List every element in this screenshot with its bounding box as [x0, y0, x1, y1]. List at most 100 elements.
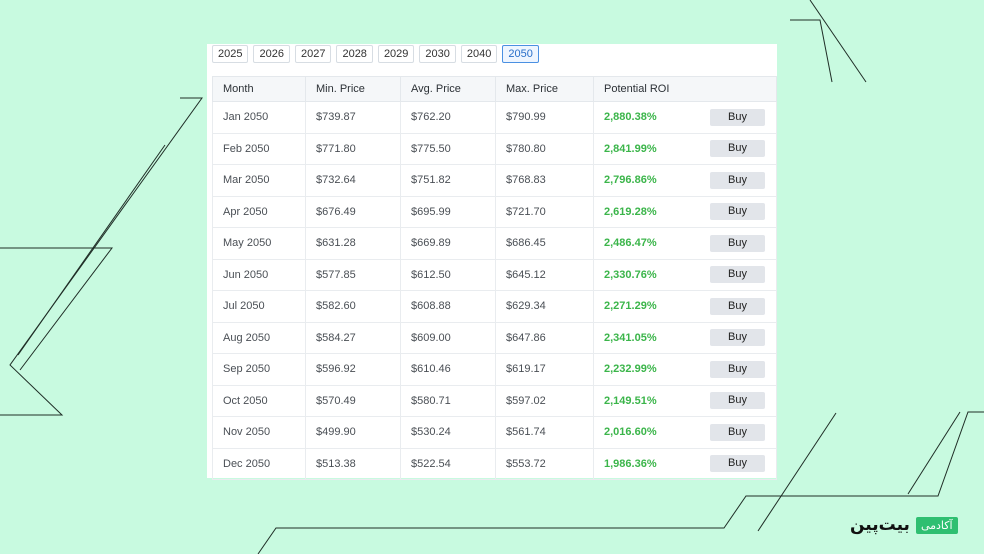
cell-min-price: $570.49 — [305, 384, 401, 417]
header-action — [690, 76, 778, 102]
cell-action: Buy — [690, 258, 778, 291]
cell-min-price: $771.80 — [305, 132, 401, 165]
cell-max-price: $790.99 — [495, 101, 594, 134]
header-max-price: Max. Price — [495, 76, 594, 102]
bitpin-academy-logo: بیت‌پین آکادمی — [850, 515, 958, 535]
buy-button[interactable]: Buy — [710, 297, 765, 315]
cell-min-price: $499.90 — [305, 416, 401, 449]
cell-potential-roi: 2,841.99% — [593, 132, 691, 165]
cell-max-price: $780.80 — [495, 132, 594, 165]
tab-year-2027[interactable]: 2027 — [294, 45, 332, 63]
cell-month: Feb 2050 — [212, 132, 306, 165]
cell-action: Buy — [690, 164, 778, 197]
cell-potential-roi: 2,341.05% — [593, 321, 691, 354]
cell-min-price: $584.27 — [305, 321, 401, 354]
buy-button[interactable]: Buy — [710, 234, 765, 252]
table-row: Mar 2050 $732.64 $751.82 $768.83 2,796.86% Bu… — [212, 164, 778, 197]
table-row: Apr 2050 $676.49 $695.99 $721.70 2,619.28% Bu… — [212, 195, 778, 228]
buy-button[interactable]: Buy — [710, 171, 765, 189]
cell-max-price: $647.86 — [495, 321, 594, 354]
logo-badge: آکادمی — [915, 516, 958, 534]
cell-action: Buy — [690, 416, 778, 449]
header-min-price: Min. Price — [305, 76, 401, 102]
table-row: Oct 2050 $570.49 $580.71 $597.02 2,149.51% Bu… — [212, 384, 778, 417]
tab-year-2028[interactable]: 2028 — [336, 45, 373, 63]
cell-action: Buy — [690, 447, 778, 480]
cell-potential-roi: 2,330.76% — [593, 258, 691, 291]
table-row: Aug 2050 $584.27 $609.00 $647.86 2,341.05% Bu… — [212, 321, 778, 354]
cell-month: Sep 2050 — [212, 353, 306, 386]
cell-avg-price: $775.50 — [400, 132, 496, 165]
table-row: May 2050 $631.28 $669.89 $686.45 2,486.47% Bu… — [212, 227, 778, 260]
cell-min-price: $631.28 — [305, 227, 401, 260]
cell-max-price: $768.83 — [495, 164, 594, 197]
cell-max-price: $561.74 — [495, 416, 594, 449]
cell-avg-price: $762.20 — [400, 101, 496, 134]
cell-max-price: $721.70 — [495, 195, 594, 228]
cell-month: Nov 2050 — [212, 416, 306, 449]
header-avg-price: Avg. Price — [400, 76, 496, 102]
cell-avg-price: $522.54 — [400, 447, 496, 480]
buy-button[interactable]: Buy — [710, 266, 765, 284]
cell-min-price: $513.38 — [305, 447, 401, 480]
cell-min-price: $582.60 — [305, 290, 401, 323]
cell-avg-price: $609.00 — [400, 321, 496, 354]
tab-year-2050[interactable]: 2050 — [502, 45, 539, 63]
price-prediction-table: Month Min. Price Avg. Price Max. Price P… — [212, 76, 778, 480]
table-row: Jul 2050 $582.60 $608.88 $629.34 2,271.29% Bu… — [212, 290, 778, 323]
table-row: Dec 2050 $513.38 $522.54 $553.72 1,986.36% Bu… — [212, 447, 778, 480]
cell-max-price: $629.34 — [495, 290, 594, 323]
cell-month: Jul 2050 — [212, 290, 306, 323]
cell-month: Mar 2050 — [212, 164, 306, 197]
cell-avg-price: $751.82 — [400, 164, 496, 197]
tab-year-2029[interactable]: 2029 — [377, 45, 415, 63]
tab-year-2030[interactable]: 2030 — [419, 45, 456, 63]
tab-year-2040[interactable]: 2040 — [460, 45, 498, 63]
cell-action: Buy — [690, 132, 778, 165]
buy-button[interactable]: Buy — [710, 108, 765, 126]
cell-potential-roi: 2,796.86% — [593, 164, 691, 197]
buy-button[interactable]: Buy — [710, 455, 765, 473]
buy-button[interactable]: Buy — [710, 360, 765, 378]
cell-potential-roi: 2,619.28% — [593, 195, 691, 228]
buy-button[interactable]: Buy — [710, 203, 765, 221]
cell-action: Buy — [690, 290, 778, 323]
cell-month: Dec 2050 — [212, 447, 306, 480]
cell-action: Buy — [690, 101, 778, 134]
cell-max-price: $597.02 — [495, 384, 594, 417]
buy-button[interactable]: Buy — [710, 140, 765, 158]
cell-avg-price: $530.24 — [400, 416, 496, 449]
cell-avg-price: $610.46 — [400, 353, 496, 386]
logo-word: بیت‌پین — [850, 515, 910, 535]
cell-month: Aug 2050 — [212, 321, 306, 354]
buy-button[interactable]: Buy — [710, 423, 765, 441]
header-potential-roi: Potential ROI — [593, 76, 691, 102]
cell-potential-roi: 2,271.29% — [593, 290, 691, 323]
cell-max-price: $619.17 — [495, 353, 594, 386]
cell-potential-roi: 2,486.47% — [593, 227, 691, 260]
tab-year-2026[interactable]: 2026 — [253, 45, 290, 63]
cell-avg-price: $669.89 — [400, 227, 496, 260]
cell-month: May 2050 — [212, 227, 306, 260]
cell-action: Buy — [690, 195, 778, 228]
cell-month: Apr 2050 — [212, 195, 306, 228]
cell-min-price: $739.87 — [305, 101, 401, 134]
tab-year-2025[interactable]: 2025 — [212, 45, 249, 63]
cell-min-price: $596.92 — [305, 353, 401, 386]
table-row: Feb 2050 $771.80 $775.50 $780.80 2,841.99% Bu… — [212, 132, 778, 165]
buy-button[interactable]: Buy — [710, 392, 765, 410]
cell-min-price: $676.49 — [305, 195, 401, 228]
cell-action: Buy — [690, 321, 778, 354]
table-row: Nov 2050 $499.90 $530.24 $561.74 2,016.60% Bu… — [212, 416, 778, 449]
cell-min-price: $577.85 — [305, 258, 401, 291]
cell-action: Buy — [690, 384, 778, 417]
cell-min-price: $732.64 — [305, 164, 401, 197]
cell-month: Oct 2050 — [212, 384, 306, 417]
cell-potential-roi: 2,149.51% — [593, 384, 691, 417]
buy-button[interactable]: Buy — [710, 329, 765, 347]
header-month: Month — [212, 76, 306, 102]
table-row: Sep 2050 $596.92 $610.46 $619.17 2,232.99% Bu… — [212, 353, 778, 386]
cell-potential-roi: 2,232.99% — [593, 353, 691, 386]
cell-action: Buy — [690, 227, 778, 260]
table-row: Jun 2050 $577.85 $612.50 $645.12 2,330.76% Bu… — [212, 258, 778, 291]
